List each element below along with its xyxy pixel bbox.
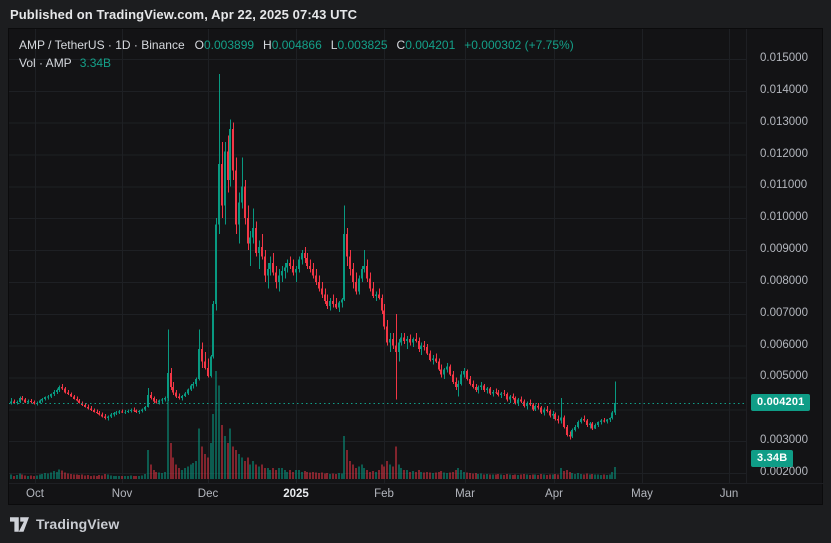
price-axis-tick: 0.014000 <box>760 83 808 96</box>
symbol-row: AMP / TetherUS · 1D · Binance O0.003899 … <box>19 36 574 54</box>
price-axis-tick: 0.010000 <box>760 211 808 224</box>
ohlc-low: L0.003825 <box>330 38 388 52</box>
publish-banner: Published on TradingView.com, Apr 22, 20… <box>10 6 358 22</box>
price-axis[interactable]: 0.004201 3.34B 0.015000 0.014000 0.013000 0… <box>746 29 824 483</box>
price-axis-tick: 0.011000 <box>760 179 808 192</box>
chart-legend: AMP / TetherUS · 1D · Binance O0.003899 … <box>19 36 574 72</box>
price-axis-tick: 0.003000 <box>760 434 808 447</box>
volume-study-value: 3.34B <box>79 56 112 70</box>
time-axis-tick: May <box>631 488 653 500</box>
price-axis-tick: 0.008000 <box>760 274 808 287</box>
time-axis-tick: 2025 <box>283 488 309 500</box>
price-chart-plot[interactable] <box>9 29 746 483</box>
candles-layer <box>10 73 616 440</box>
ohlc-open: O0.003899 <box>194 38 255 52</box>
tradingview-logo-icon[interactable] <box>10 516 29 532</box>
volume-row: Vol · AMP 3.34B <box>19 54 574 72</box>
price-axis-tick: 0.013000 <box>760 115 808 128</box>
symbol-title[interactable]: AMP / TetherUS · 1D · Binance <box>19 38 185 52</box>
ohlc-close: C0.004201 <box>396 38 456 52</box>
price-change: +0.000302 (+7.75%) <box>464 38 574 52</box>
volume-layer <box>10 371 616 479</box>
price-axis-tick: 0.005000 <box>760 370 808 383</box>
time-axis-tick: Nov <box>111 488 133 500</box>
footer: TradingView <box>10 505 310 543</box>
ohlc-high: H0.004866 <box>263 38 322 52</box>
price-axis-tick: 0.006000 <box>760 338 808 351</box>
grid-layer <box>9 29 746 483</box>
current-volume-label: 3.34B <box>751 450 794 467</box>
time-axis-tick: Jun <box>719 488 739 500</box>
chart-panel: AMP / TetherUS · 1D · Binance O0.003899 … <box>8 28 824 506</box>
time-axis-tick: Dec <box>197 488 219 500</box>
price-axis-tick: 0.015000 <box>760 51 808 64</box>
current-price-label: 0.004201 <box>751 393 811 411</box>
time-axis-tick: Mar <box>455 488 475 500</box>
price-axis-tick: 0.009000 <box>760 243 808 256</box>
time-axis-tick: Feb <box>374 488 394 500</box>
price-axis-tick: 0.012000 <box>760 147 808 160</box>
tradingview-logo-text[interactable]: TradingView <box>36 516 120 532</box>
price-axis-tick: 0.002000 <box>760 466 808 478</box>
price-axis-tick: 0.007000 <box>760 306 808 319</box>
time-axis-tick: Apr <box>545 488 563 500</box>
volume-study-title[interactable]: Vol · AMP <box>19 56 72 70</box>
time-axis[interactable]: Oct Nov Dec 2025 Feb Mar Apr May Jun <box>9 483 824 506</box>
time-axis-tick: Oct <box>26 488 44 500</box>
